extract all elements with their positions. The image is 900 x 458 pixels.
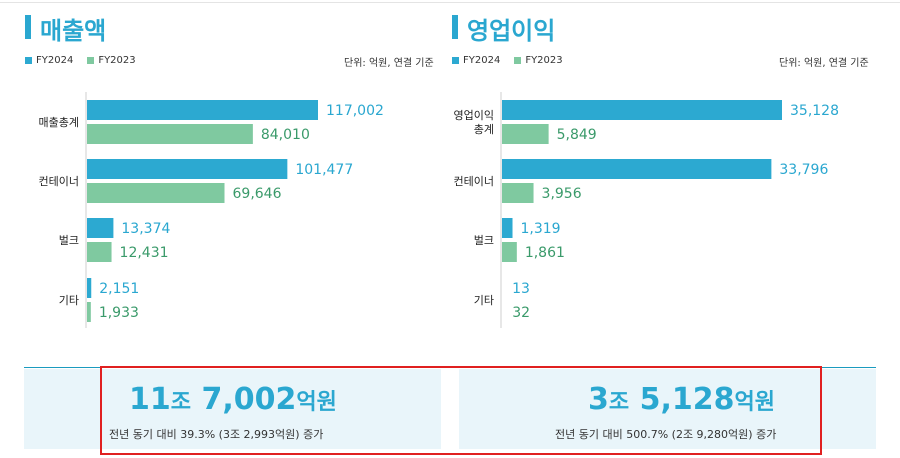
legend-label-fy2024: FY2024 <box>463 55 501 66</box>
operating-income-amount-billion: 5,128 <box>629 382 735 417</box>
revenue-summary-box <box>24 369 441 449</box>
data-label-fy2023: 3,956 <box>542 186 582 202</box>
data-label-fy2023: 1,861 <box>525 245 565 261</box>
bar-fy2024 <box>87 100 318 120</box>
bar-fy2023 <box>502 124 549 144</box>
revenue-unit-billion: 억원 <box>296 390 337 415</box>
category-label-line: 기타 <box>59 294 79 307</box>
category-label-line: 영업이익 <box>454 109 494 122</box>
bar-fy2024 <box>87 218 114 238</box>
data-label-fy2024: 13,374 <box>121 221 170 237</box>
revenue-title: 매출액 <box>40 17 107 45</box>
operating-income-summary-amount: 3조 5,128억원 <box>588 382 775 417</box>
category-label-line: 총계 <box>474 123 494 136</box>
legend-label-fy2023: FY2023 <box>525 55 563 66</box>
category-label-line: 매출총계 <box>39 116 79 129</box>
revenue-amount-trillion: 11 <box>129 382 171 417</box>
data-label-fy2023: 12,431 <box>120 245 169 261</box>
data-label-fy2024: 13 <box>512 281 530 297</box>
legend-swatch-fy2024 <box>452 57 459 64</box>
operating-income-unit-label: 단위: 억원, 연결 기준 <box>779 58 869 69</box>
bar-fy2024 <box>502 100 782 120</box>
bar-fy2023 <box>87 242 112 262</box>
operating-income-panel: 영업이익 FY2024 FY2023 단위: 억원, 연결 기준 영업이익 총계 3… <box>440 0 900 350</box>
bar-fy2023 <box>502 183 534 203</box>
legend-label-fy2024: FY2024 <box>36 55 74 66</box>
data-label-fy2024: 101,477 <box>295 162 353 178</box>
data-label-fy2023: 1,933 <box>99 305 139 321</box>
operating-income-title: 영업이익 <box>467 17 556 45</box>
category-label-line: 컨테이너 <box>454 175 494 188</box>
data-label-fy2023: 84,010 <box>261 127 310 143</box>
category-label-line: 벌크 <box>474 234 494 247</box>
operating-income-amount-trillion: 3 <box>588 382 609 417</box>
category-label: 벌크 <box>474 234 494 247</box>
legend-item-fy2024: FY2024 <box>25 55 73 66</box>
highlight-box <box>100 366 822 455</box>
top-divider <box>0 2 900 3</box>
operating-income-title-marker <box>452 15 458 39</box>
category-label-line: 기타 <box>474 294 494 307</box>
legend-swatch-fy2023 <box>514 57 522 64</box>
category-label: 컨테이너 <box>454 175 494 188</box>
revenue-legend: FY2024 FY2023 <box>25 55 150 66</box>
revenue-title-marker <box>25 15 31 39</box>
legend-label-fy2023: FY2023 <box>98 55 136 66</box>
data-label-fy2024: 2,151 <box>99 281 139 297</box>
revenue-unit-trillion: 조 <box>170 390 191 415</box>
category-label-line: 벌크 <box>59 234 79 247</box>
category-label: 컨테이너 <box>39 175 79 188</box>
operating-income-summary-box <box>459 369 876 449</box>
bar-fy2023 <box>87 124 253 144</box>
legend-swatch-fy2024 <box>25 57 32 64</box>
revenue-amount-billion: 7,002 <box>191 382 297 417</box>
legend-item-fy2024: FY2024 <box>452 55 500 66</box>
category-label: 기타 <box>59 294 79 307</box>
legend-item-fy2023: FY2023 <box>514 55 563 66</box>
category-label: 매출총계 <box>39 116 79 129</box>
bar-fy2023 <box>87 183 225 203</box>
data-label-fy2024: 1,319 <box>521 221 561 237</box>
revenue-summary-amount: 11조 7,002억원 <box>129 382 337 417</box>
data-label-fy2024: 117,002 <box>326 103 384 119</box>
operating-income-bar-chart: 영업이익 총계 35,128 5,849 컨테이너 33,796 3,956 벌크 1,319 1… <box>454 92 839 328</box>
bar-fy2023 <box>87 302 91 322</box>
data-label-fy2024: 35,128 <box>790 103 839 119</box>
bar-fy2024 <box>87 159 288 179</box>
operating-income-unit-trillion: 조 <box>608 390 630 415</box>
data-label-fy2024: 33,796 <box>779 162 828 178</box>
bar-fy2024 <box>502 218 513 238</box>
category-label: 영업이익 총계 <box>454 109 494 136</box>
category-label: 벌크 <box>59 234 79 247</box>
data-label-fy2023: 69,646 <box>233 186 282 202</box>
bar-fy2023 <box>502 242 517 262</box>
revenue-unit-label: 단위: 억원, 연결 기준 <box>344 58 434 69</box>
operating-income-legend: FY2024 FY2023 <box>452 55 577 66</box>
data-label-fy2023: 5,849 <box>557 127 597 143</box>
legend-item-fy2023: FY2023 <box>87 55 136 66</box>
operating-income-unit-billion: 억원 <box>734 390 775 415</box>
revenue-panel: 매출액 FY2024 FY2023 단위: 억원, 연결 기준 매출총계 117,… <box>0 0 440 350</box>
legend-swatch-fy2023 <box>87 57 95 64</box>
data-label-fy2023: 32 <box>512 305 530 321</box>
revenue-bar-chart: 매출총계 117,002 84,010 컨테이너 101,477 69,646 벌크 13,3… <box>39 92 384 328</box>
category-label: 기타 <box>474 294 494 307</box>
operating-income-summary-note: 전년 동기 대비 500.7% (2조 9,280억원) 증가 <box>555 428 777 441</box>
category-label-line: 컨테이너 <box>39 175 79 188</box>
bar-fy2024 <box>502 159 772 179</box>
bar-fy2024 <box>87 278 92 298</box>
revenue-summary-note: 전년 동기 대비 39.3% (3조 2,993억원) 증가 <box>109 428 324 441</box>
